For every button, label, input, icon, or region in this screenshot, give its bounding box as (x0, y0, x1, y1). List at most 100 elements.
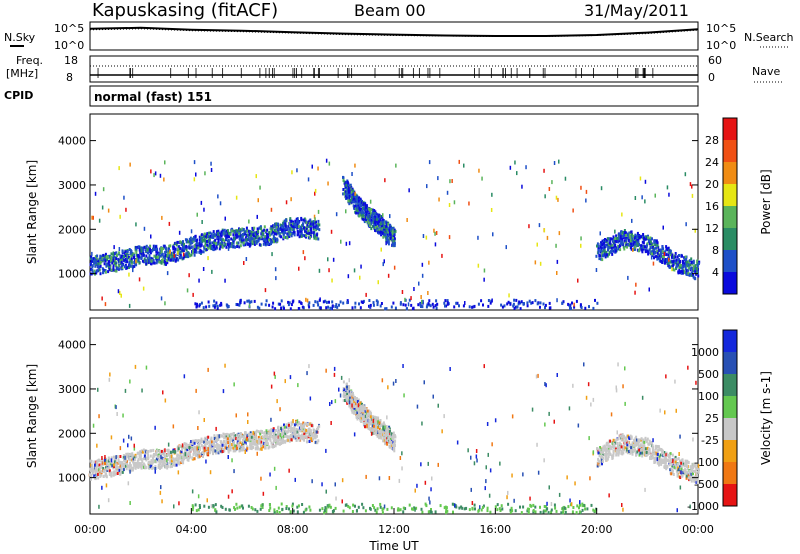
scatter-cell (622, 451, 625, 455)
scatter-cell (322, 300, 325, 304)
scatter-cell (696, 474, 698, 477)
scatter-cell (220, 441, 223, 445)
noise-right-bottom-label: 10^0 (706, 39, 736, 52)
scatter-cell (629, 434, 632, 438)
scatter-cell (144, 450, 147, 454)
scatter-cell (106, 468, 109, 472)
scatter-cell (309, 222, 312, 226)
scatter-cell (693, 464, 696, 468)
scatter-cell (315, 430, 318, 434)
scatter-cell (433, 228, 435, 233)
scatter-cell (352, 198, 355, 202)
scatter-cell (309, 422, 312, 426)
scatter-cell (234, 444, 237, 448)
scatter-cell (358, 196, 361, 200)
scatter-cell (604, 448, 606, 452)
scatter-cell (246, 229, 249, 233)
scatter-cell (211, 269, 213, 274)
scatter-cell (663, 451, 666, 454)
scatter-cell (162, 247, 165, 250)
scatter-cell (123, 195, 125, 200)
scatter-cell (255, 233, 257, 236)
scatter-cell (399, 301, 402, 305)
scatter-cell (266, 242, 269, 246)
scatter-cell (217, 444, 220, 448)
scatter-cell (580, 306, 583, 309)
scatter-cell (382, 218, 384, 222)
scatter-cell (650, 252, 653, 255)
scatter-cell (257, 430, 260, 434)
scatter-cell (225, 437, 228, 441)
scatter-cell (98, 468, 101, 472)
scatter-cell (104, 462, 107, 466)
scatter-cell (239, 447, 242, 451)
scatter-cell (361, 200, 364, 204)
scatter-cell (684, 172, 687, 177)
colorbar-swatch (723, 162, 737, 184)
scatter-cell (290, 421, 293, 425)
scatter-cell (166, 271, 169, 276)
scatter-cell (617, 244, 620, 248)
scatter-cell (600, 450, 602, 454)
scatter-cell (147, 456, 150, 460)
scatter-cell (637, 243, 639, 247)
scatter-cell (556, 271, 558, 275)
scatter-cell (182, 252, 185, 257)
scatter-cell (363, 220, 366, 224)
scatter-cell (128, 257, 131, 261)
scatter-cell (672, 473, 675, 476)
scatter-cell (376, 303, 379, 307)
scatter-cell (612, 235, 615, 239)
scatter-cell (692, 466, 694, 470)
scatter-cell (207, 435, 210, 439)
scatter-cell (275, 438, 278, 442)
scatter-cell (308, 434, 311, 438)
scatter-cell (517, 302, 520, 306)
scatter-cell (366, 214, 369, 218)
scatter-cell (162, 255, 165, 259)
scatter-cell (693, 265, 695, 269)
scatter-cell (361, 217, 364, 221)
noise-series-line (89, 26, 699, 37)
scatter-cell (297, 225, 300, 228)
scatter-cell (555, 243, 557, 248)
scatter-cell (635, 236, 638, 240)
scatter-cell (677, 466, 680, 470)
scatter-cell (567, 302, 570, 306)
scatter-cell (250, 442, 253, 446)
scatter-cell (680, 461, 683, 465)
scatter-cell (295, 438, 298, 442)
scatter-cell (615, 449, 618, 453)
scatter-cell (647, 236, 650, 240)
scatter-cell (348, 385, 351, 388)
scatter-cell (662, 458, 665, 462)
scatter-cell (285, 218, 288, 222)
scatter-cell (600, 242, 603, 246)
scatter-cell (288, 235, 291, 238)
scatter-cell (222, 448, 224, 452)
scatter-cell (671, 264, 674, 268)
scatter-cell (260, 302, 263, 306)
scatter-cell (526, 304, 529, 308)
scatter-cell (317, 219, 320, 223)
scatter-cell (519, 307, 522, 311)
scatter-cell (189, 246, 192, 250)
scatter-cell (235, 303, 238, 306)
scatter-cell (689, 478, 692, 481)
scatter-cell (181, 455, 184, 459)
scatter-cell (166, 466, 169, 470)
scatter-cell (241, 445, 244, 449)
scatter-cell (688, 259, 691, 263)
scatter-cell (253, 237, 256, 241)
scatter-cell (314, 225, 317, 229)
scatter-cell (164, 261, 167, 264)
scatter-cell (355, 200, 358, 204)
scatter-cell (673, 460, 676, 464)
scatter-cell (344, 392, 347, 396)
scatter-cell (120, 470, 122, 474)
scatter-cell (267, 432, 270, 436)
scatter-cell (211, 450, 214, 454)
scatter-cell (94, 191, 97, 196)
scatter-cell (610, 246, 613, 250)
scatter-cell (657, 445, 660, 449)
